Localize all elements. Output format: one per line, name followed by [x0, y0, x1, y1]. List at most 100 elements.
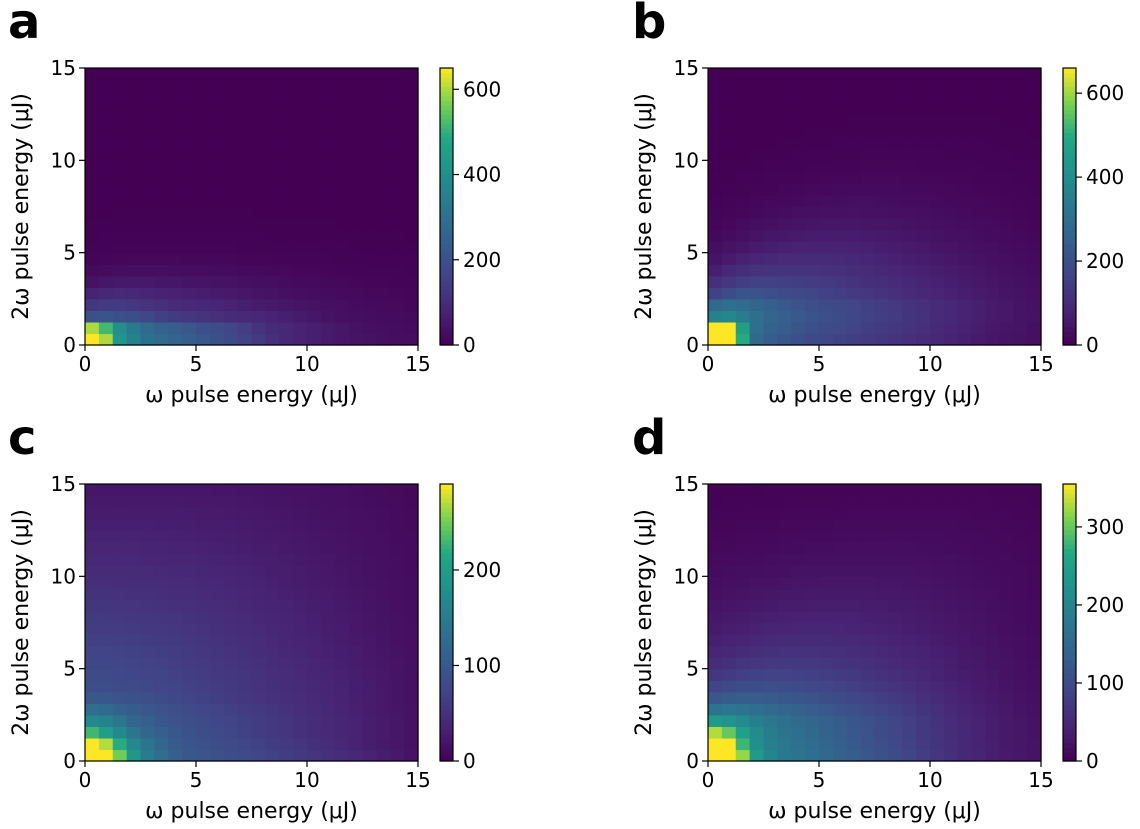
colorbar-segment: [440, 557, 453, 564]
colorbar-segment: [1063, 298, 1076, 305]
heatmap-cell: [112, 125, 128, 138]
heatmap-cell: [860, 183, 876, 196]
heatmap-cell: [916, 495, 931, 508]
heatmap-cell: [334, 68, 350, 81]
heatmap-cell: [763, 264, 778, 277]
heatmap-cell: [832, 691, 848, 704]
heatmap-cell: [832, 714, 848, 727]
heatmap-cell: [777, 507, 792, 520]
heatmap-cell: [902, 287, 917, 300]
heatmap-cell: [362, 541, 377, 554]
colorbar-segment: [440, 261, 453, 268]
heatmap-cell: [223, 310, 239, 323]
heatmap-cell: [971, 610, 987, 624]
heatmap-cell: [999, 576, 1014, 589]
heatmap-cell: [112, 726, 128, 739]
heatmap-cell: [154, 634, 169, 647]
heatmap-cell: [154, 287, 169, 300]
heatmap-cell: [832, 749, 848, 762]
heatmap-cell: [126, 645, 142, 658]
heatmap-cell: [320, 749, 336, 762]
heatmap-cell: [708, 599, 723, 612]
heatmap-cell: [819, 576, 834, 589]
heatmap-cell: [293, 91, 308, 104]
heatmap-cell: [293, 657, 308, 670]
colorbar-segment: [1063, 238, 1076, 245]
heatmap-cell: [1013, 321, 1028, 335]
heatmap-cell: [237, 206, 253, 219]
colorbar-segment: [1063, 68, 1076, 74]
colorbar-segment: [440, 81, 453, 88]
heatmap-cell: [265, 714, 280, 727]
heatmap-cell: [209, 541, 225, 554]
heatmap-cell: [390, 102, 405, 115]
heatmap-cell: [112, 553, 128, 566]
y-tick-label: 10: [674, 148, 699, 172]
heatmap-cells: [85, 68, 419, 346]
heatmap-cell: [320, 125, 336, 138]
plot-frame: [707, 67, 1042, 346]
heatmap-cell: [348, 102, 364, 115]
heatmap-cell: [735, 91, 751, 104]
heatmap-cell: [846, 610, 862, 624]
heatmap-cell: [943, 726, 959, 739]
heatmap-cell: [404, 726, 419, 739]
heatmap-cell: [1027, 645, 1042, 658]
heatmap-cell: [279, 622, 294, 635]
heatmap-cell: [735, 102, 751, 115]
heatmap-cell: [307, 102, 322, 115]
heatmap-cell: [279, 518, 294, 531]
heatmap-cell: [85, 576, 100, 589]
heatmap-cell: [1027, 218, 1042, 231]
heatmap-cell: [98, 645, 114, 658]
heatmap-cell: [404, 610, 419, 624]
heatmap-cell: [376, 114, 391, 127]
colorbar-segment: [440, 104, 453, 111]
heatmap-cell: [846, 275, 862, 288]
heatmap-cell: [154, 530, 169, 543]
colorbar-tick-label: 600: [463, 77, 501, 101]
heatmap-cell: [1027, 530, 1042, 543]
heatmap-cell: [943, 668, 959, 681]
colorbar-segment: [1063, 81, 1076, 88]
heatmap-cell: [930, 634, 945, 647]
colorbar-tick-label: 200: [1086, 249, 1124, 273]
heatmap-cell: [168, 518, 183, 531]
y-tick-label: 5: [63, 657, 76, 681]
heatmap-cell: [348, 264, 364, 277]
heatmap-cell: [307, 310, 322, 323]
heatmap-cell: [182, 484, 197, 497]
heatmap-cell: [293, 576, 308, 589]
heatmap-cell: [721, 183, 737, 196]
heatmap-cell: [196, 576, 211, 589]
colorbar-segment: [440, 747, 453, 753]
heatmap-cell: [1027, 171, 1042, 185]
heatmap-cell: [943, 680, 959, 693]
heatmap-cell: [735, 668, 751, 681]
colorbar-segment: [440, 289, 453, 295]
heatmap-cell: [735, 553, 751, 566]
heatmap-cell: [819, 691, 834, 704]
heatmap-cell: [721, 553, 737, 566]
heatmap-cell: [805, 321, 820, 335]
heatmap-cell: [209, 298, 225, 311]
y-tick-label: 10: [674, 564, 699, 588]
heatmap-cell: [721, 657, 737, 670]
heatmap-cell: [708, 183, 723, 196]
heatmap-cell: [348, 148, 364, 161]
heatmap-cell: [749, 530, 765, 543]
colorbar-segment: [1063, 484, 1076, 490]
heatmap-cell: [265, 484, 280, 497]
heatmap-cell: [140, 68, 155, 81]
heatmap-cell: [182, 148, 197, 161]
heatmap-cell: [708, 321, 723, 335]
heatmap-cell: [930, 622, 945, 635]
heatmap-cell: [182, 610, 197, 624]
heatmap-cell: [223, 518, 239, 531]
heatmap-cell: [334, 530, 350, 543]
heatmap-cell: [721, 622, 737, 635]
x-tick-label: 15: [405, 768, 430, 792]
heatmap-cell: [154, 91, 169, 104]
heatmap-cell: [320, 737, 336, 751]
heatmap-cell: [888, 484, 903, 497]
